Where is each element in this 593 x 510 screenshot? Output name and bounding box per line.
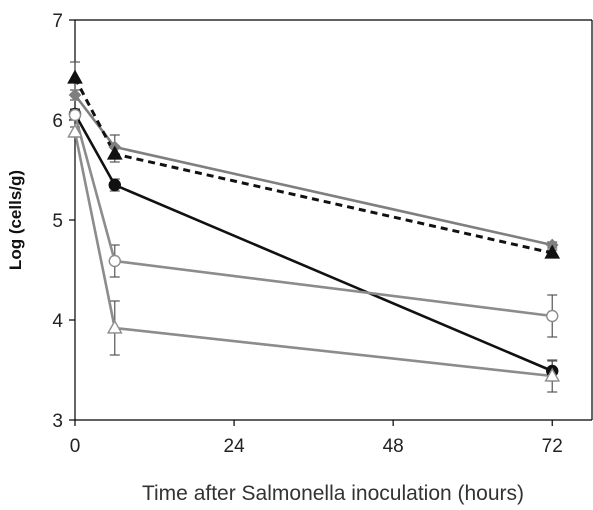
data-point-triangle <box>544 367 561 382</box>
data-point-triangle <box>106 319 123 334</box>
x-axis-title: Time after Salmonella inoculation (hours… <box>142 482 524 505</box>
x-tick-label: 48 <box>383 436 404 457</box>
data-point-triangle <box>544 244 561 259</box>
axis-labels: Time after Salmonella inoculation (hours… <box>6 11 563 505</box>
data-point-diamond <box>68 88 82 102</box>
series-line-4 <box>73 114 553 318</box>
data-point-circle <box>108 254 121 268</box>
series-line-1 <box>73 94 553 247</box>
data-point-triangle <box>67 69 83 84</box>
y-axis-title: Log (cells/g) <box>6 170 25 270</box>
x-tick-label: 0 <box>70 436 81 457</box>
data-point-circle <box>108 178 121 192</box>
y-tick-label: 6 <box>52 111 63 132</box>
series-lines <box>73 77 553 378</box>
y-tick-label: 5 <box>52 211 63 232</box>
x-tick-label: 72 <box>542 436 563 457</box>
series-markers <box>67 69 561 382</box>
series-line-2 <box>73 77 553 255</box>
data-point-circle <box>68 108 82 122</box>
y-tick-label: 4 <box>52 311 63 332</box>
y-tick-label: 3 <box>52 411 63 432</box>
data-point-triangle <box>106 145 123 160</box>
y-tick-label: 7 <box>52 11 63 32</box>
axes <box>69 19 593 426</box>
data-point-triangle <box>67 123 83 138</box>
x-tick-label: 24 <box>224 436 246 457</box>
data-point-circle <box>546 309 559 323</box>
